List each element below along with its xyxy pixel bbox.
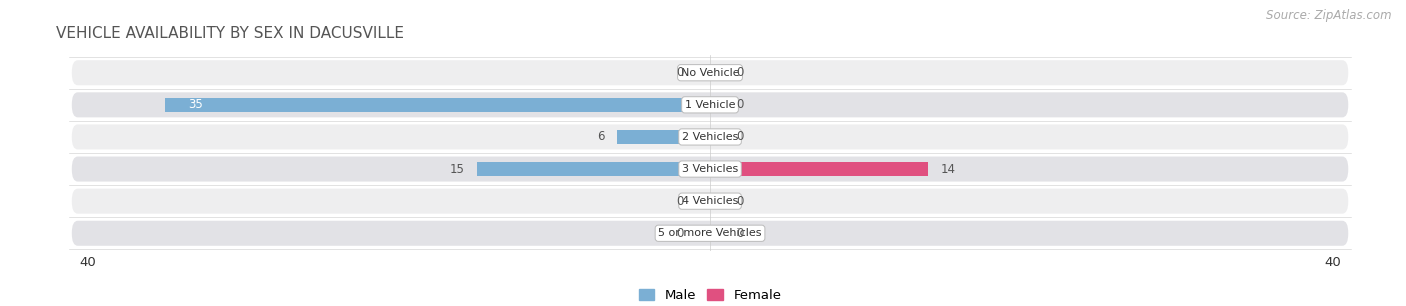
Text: 4 Vehicles: 4 Vehicles: [682, 196, 738, 206]
Bar: [692, 65, 710, 80]
FancyBboxPatch shape: [72, 188, 1348, 214]
Text: No Vehicle: No Vehicle: [681, 68, 740, 78]
Legend: Male, Female: Male, Female: [633, 283, 787, 306]
Text: 3 Vehicles: 3 Vehicles: [682, 164, 738, 174]
Text: 15: 15: [449, 162, 464, 176]
Bar: [166, 98, 710, 112]
Text: 6: 6: [596, 130, 605, 144]
Text: Source: ZipAtlas.com: Source: ZipAtlas.com: [1267, 9, 1392, 22]
Bar: [617, 130, 710, 144]
FancyBboxPatch shape: [72, 221, 1348, 246]
Text: 0: 0: [737, 98, 744, 111]
Text: 0: 0: [676, 66, 683, 79]
Text: 2 Vehicles: 2 Vehicles: [682, 132, 738, 142]
Text: 35: 35: [188, 98, 204, 111]
Text: 0: 0: [737, 130, 744, 144]
Text: 0: 0: [737, 66, 744, 79]
FancyBboxPatch shape: [72, 125, 1348, 149]
Text: 0: 0: [676, 227, 683, 240]
Text: 5 or more Vehicles: 5 or more Vehicles: [658, 228, 762, 238]
Bar: [710, 194, 728, 208]
Bar: [710, 65, 728, 80]
Text: VEHICLE AVAILABILITY BY SEX IN DACUSVILLE: VEHICLE AVAILABILITY BY SEX IN DACUSVILL…: [56, 26, 405, 41]
Bar: [710, 226, 728, 241]
Text: 0: 0: [676, 195, 683, 208]
Bar: [710, 98, 728, 112]
Bar: [692, 194, 710, 208]
Text: 0: 0: [737, 195, 744, 208]
Bar: [710, 130, 728, 144]
Bar: [710, 162, 928, 176]
FancyBboxPatch shape: [72, 157, 1348, 181]
Text: 0: 0: [737, 227, 744, 240]
FancyBboxPatch shape: [72, 92, 1348, 118]
FancyBboxPatch shape: [72, 60, 1348, 85]
Bar: [477, 162, 710, 176]
Bar: [692, 226, 710, 241]
Text: 14: 14: [941, 162, 956, 176]
Text: 1 Vehicle: 1 Vehicle: [685, 100, 735, 110]
